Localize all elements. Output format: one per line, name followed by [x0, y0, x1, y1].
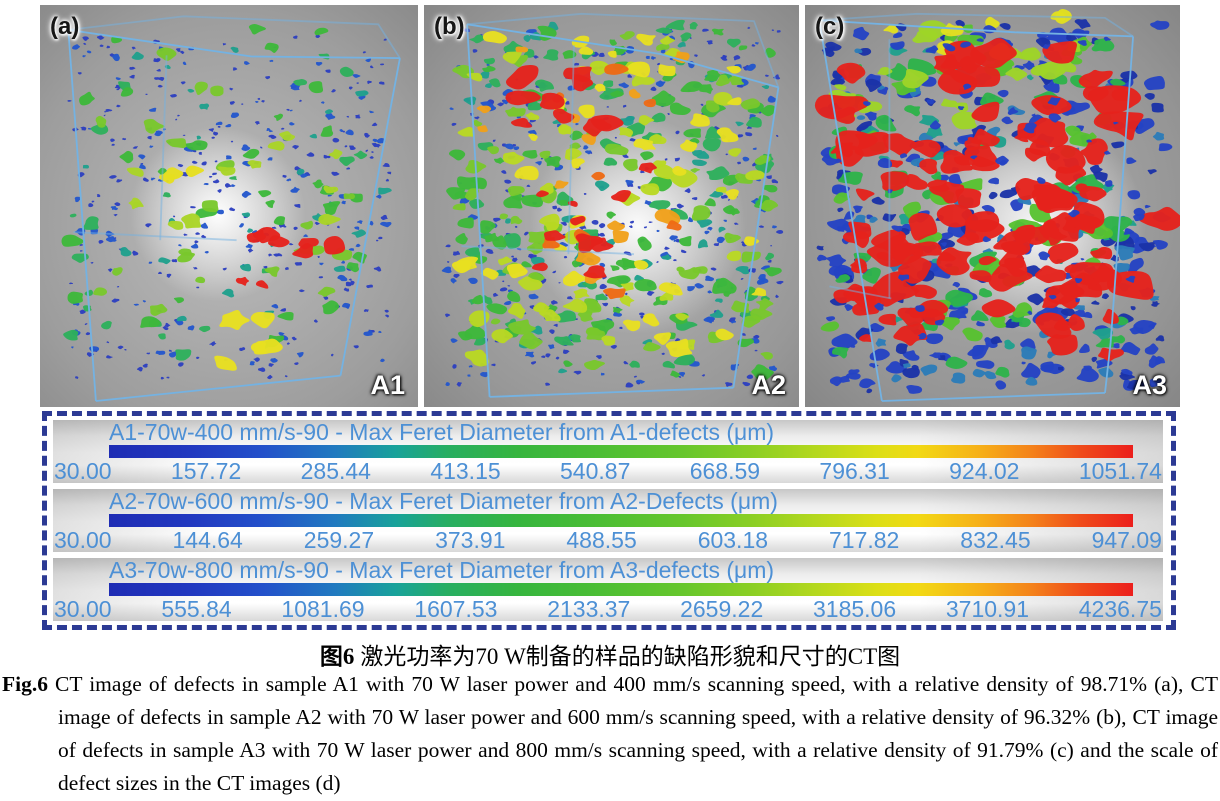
tick-value: 555.84: [161, 596, 232, 622]
scale-group-a1: A1-70w-400 mm/s-90 - Max Feret Diameter …: [53, 420, 1163, 483]
tick-value: 947.09: [1091, 527, 1162, 553]
scale-ticks-a1: 30.00 157.72 285.44 413.15 540.87 668.59 796.3…: [53, 459, 1163, 483]
tick-value: 157.72: [170, 458, 242, 484]
scale-title-a2: A2-70w-600 mm/s-90 - Max Feret Diameter …: [109, 488, 778, 514]
tick-value: 1607.53: [414, 596, 498, 622]
panel-letter-label-b: (b): [434, 13, 465, 40]
tick-value: 4236.75: [1078, 596, 1162, 622]
colorbar-a3: [109, 583, 1133, 596]
tick-value: 1081.69: [281, 596, 365, 622]
ct-panel-a2: (b) A2: [424, 5, 799, 407]
ct-panels-row: (a) A1 (b) A2 (c) A3: [40, 5, 1180, 407]
tick-value: 144.64: [172, 527, 243, 553]
ct-render-a3: [814, 9, 1180, 402]
tick-value: 832.45: [960, 527, 1031, 553]
panel-letter-label-c: (c): [815, 13, 845, 40]
tick-value: 924.02: [949, 458, 1020, 484]
scale-group-a2: A2-70w-600 mm/s-90 - Max Feret Diameter …: [53, 489, 1163, 552]
tick-value: 540.87: [560, 458, 631, 484]
tick-value: 3185.06: [812, 596, 897, 622]
tick-value: 30.00: [54, 527, 112, 553]
caption-zh-figno: 图6: [319, 644, 355, 669]
tick-value: 2133.37: [547, 596, 631, 622]
scale-legend-box: (d) A1-70w-400 mm/s-90 - Max Feret Diame…: [42, 411, 1176, 630]
ct-render-a1: [61, 15, 401, 402]
caption-en-figno: Fig.6: [2, 672, 48, 696]
tick-value: 717.82: [828, 527, 900, 553]
colorbar-a2: [109, 514, 1133, 527]
scale-title-a1: A1-70w-400 mm/s-90 - Max Feret Diameter …: [109, 419, 775, 445]
tick-value: 259.27: [303, 527, 375, 553]
tick-value: 668.59: [689, 458, 761, 484]
ct-panel-a3: (c) A3: [805, 5, 1180, 407]
tick-value: 603.18: [697, 527, 769, 553]
scale-ticks-a3: 30.00 555.84 1081.69 1607.53 2133.37 2659.22 3…: [53, 597, 1163, 621]
tick-value: 2659.22: [680, 596, 764, 622]
ct-render-a2: [441, 12, 784, 398]
tick-value: 285.44: [300, 458, 371, 484]
sample-label-a2: A2: [751, 370, 786, 400]
panel-letter-label-a: (a): [50, 13, 80, 40]
tick-value: 30.00: [54, 458, 112, 484]
caption-en-text: CT image of defects in sample A1 with 70…: [54, 672, 1218, 795]
sample-label-a3: A3: [1132, 370, 1167, 400]
caption-chinese: 图6 激光功率为70 W制备的样品的缺陷形貌和尺寸的CT图: [0, 637, 1220, 671]
tick-value: 413.15: [430, 458, 501, 484]
tick-value: 30.00: [54, 596, 112, 622]
scale-group-a3: A3-70w-800 mm/s-90 - Max Feret Diameter …: [53, 558, 1163, 621]
ct-panel-a1: (a) A1: [40, 5, 418, 407]
tick-value: 796.31: [819, 458, 890, 484]
colorbar-a1: [109, 445, 1133, 458]
caption-english: Fig.6 CT image of defects in sample A1 wi…: [2, 668, 1218, 800]
tick-value: 3710.91: [945, 596, 1030, 622]
scale-title-a3: A3-70w-800 mm/s-90 - Max Feret Diameter …: [109, 557, 775, 583]
tick-value: 373.91: [435, 527, 506, 553]
caption-zh-text: 激光功率为70 W制备的样品的缺陷形貌和尺寸的CT图: [360, 644, 901, 669]
scale-ticks-a2: 30.00 144.64 259.27 373.91 488.55 603.18 717.8…: [53, 528, 1163, 552]
tick-value: 1051.74: [1078, 458, 1162, 484]
sample-label-a1: A1: [370, 370, 405, 400]
tick-value: 488.55: [566, 527, 637, 553]
